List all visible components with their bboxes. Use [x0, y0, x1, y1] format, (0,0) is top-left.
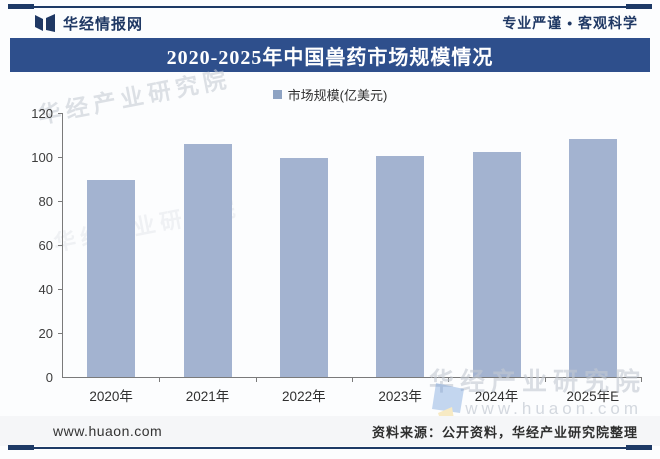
bar-2021年 [183, 143, 232, 377]
y-tick-mark [58, 289, 63, 290]
footer: www.huaon.com 资料来源：公开资料，华经产业研究院整理 [0, 416, 660, 446]
bar-2023年 [376, 155, 425, 377]
footer-source: 资料来源：公开资料，华经产业研究院整理 [371, 424, 638, 440]
x-tick-mark [352, 377, 353, 382]
x-tick-mark [159, 377, 161, 382]
y-tick-mark [58, 113, 63, 114]
y-tick-label: 120 [31, 106, 53, 121]
top-divider [8, 4, 652, 9]
bottom-divider [8, 445, 652, 450]
bar-2024年 [472, 151, 521, 377]
y-tick-label: 60 [38, 238, 53, 253]
y-tick-mark [58, 333, 63, 334]
footer-website: www.huaon.com [53, 423, 163, 439]
x-tick-label: 2021年 [185, 389, 230, 404]
y-tick-label: 100 [31, 150, 53, 165]
legend-marker-icon [272, 89, 282, 99]
y-tick-label: 40 [38, 282, 53, 297]
y-tick-label: 20 [38, 326, 53, 341]
y-tick-mark [58, 157, 63, 158]
bar-2022年 [279, 158, 328, 377]
x-tick-mark [544, 377, 546, 382]
x-tick-label: 2023年 [378, 389, 422, 404]
header-slogan: 专业严谨 • 客观科学 [502, 15, 638, 31]
chart-title-bar: 2020-2025年中国兽药市场规模情况 [10, 38, 650, 72]
brand: 华经情报网 [34, 13, 143, 34]
plot-area: 0 20 40 60 80 100 120 2020年 2021年 2022年 2023年 2024年… [31, 106, 642, 404]
x-tick-label: 2025年E [566, 389, 620, 404]
bar-2020年 [87, 180, 136, 377]
brand-name: 华经情报网 [63, 15, 144, 33]
x-tick-label: 2024年 [474, 389, 519, 404]
header: 华经情报网 专业严谨 • 客观科学 [34, 11, 638, 35]
x-tick-mark [255, 377, 257, 382]
x-tick-label: 2020年 [89, 389, 133, 404]
x-tick-mark [641, 377, 642, 382]
y-tick-label: 0 [45, 370, 53, 385]
y-tick-label: 80 [38, 194, 53, 209]
chart-legend: 市场规模(亿美元) [0, 86, 660, 103]
x-tick-mark [448, 377, 450, 382]
chart-title: 2020-2025年中国兽药市场规模情况 [166, 46, 494, 69]
x-tick-label: 2022年 [282, 389, 326, 404]
legend-label: 市场规模(亿美元) [287, 87, 388, 103]
bar-2025年E [568, 139, 617, 377]
huaon-logo-icon [34, 14, 56, 32]
y-tick-mark [58, 201, 63, 202]
y-tick-mark [58, 245, 63, 246]
